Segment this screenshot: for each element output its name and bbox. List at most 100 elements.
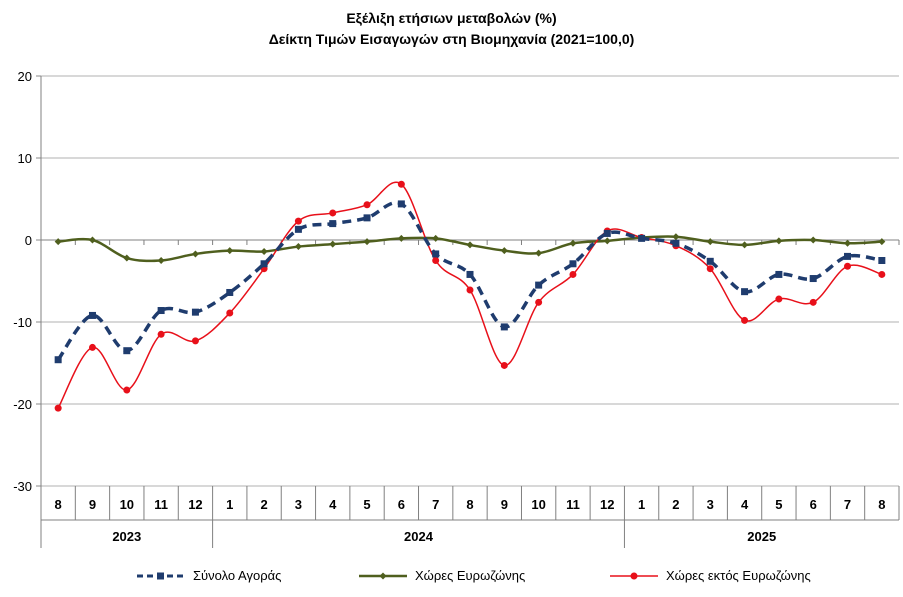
x-tick-label: 10	[120, 497, 134, 512]
x-tick-label: 8	[878, 497, 885, 512]
data-point-eurozone	[603, 237, 611, 245]
legend: Σύνολο Αγοράς Χώρες Ευρωζώνης Χώρες εκτό…	[0, 568, 903, 588]
legend-swatch-total	[137, 572, 185, 579]
data-point-eurozone	[706, 238, 714, 246]
data-point-non-eurozone	[432, 257, 440, 264]
data-point-eurozone	[844, 239, 852, 247]
chart-title-line: Εξέλιξη ετήσιων μεταβολών (%)	[346, 10, 557, 26]
x-tick-label: 2	[260, 497, 267, 512]
x-tick-label: 3	[707, 497, 714, 512]
x-tick-label: 9	[89, 497, 96, 512]
data-point-total	[363, 214, 371, 222]
data-point-total	[638, 234, 646, 242]
data-point-eurozone	[191, 250, 199, 258]
data-point-total	[741, 288, 749, 296]
legend-swatch-non-eurozone	[610, 572, 658, 579]
data-point-total	[500, 323, 508, 331]
data-point-total	[844, 252, 852, 260]
chart-subtitle-line: Δείκτη Τιμών Εισαγωγών στη Βιομηχανία (2…	[268, 31, 635, 47]
data-point-eurozone	[878, 238, 886, 246]
x-tick-label: 1	[638, 497, 645, 512]
data-point-total	[672, 239, 680, 247]
data-point-total	[466, 270, 474, 278]
data-point-non-eurozone	[466, 286, 474, 294]
x-tick-label: 2	[672, 497, 679, 512]
y-tick-label: -20	[13, 397, 32, 412]
x-tick-label: 9	[501, 497, 508, 512]
y-tick-label: -30	[13, 479, 32, 494]
chart-title: Εξέλιξη ετήσιων μεταβολών (%) Δείκτη Τιμ…	[0, 8, 903, 50]
data-point-total	[432, 250, 440, 258]
data-point-eurozone	[672, 233, 680, 241]
data-point-total	[191, 308, 199, 316]
data-point-non-eurozone	[397, 180, 405, 188]
data-point-eurozone	[809, 236, 817, 244]
data-point-non-eurozone	[54, 404, 62, 412]
data-point-total	[260, 260, 268, 268]
legend-label-eurozone: Χώρες Ευρωζώνης	[415, 568, 526, 583]
data-point-total	[535, 281, 543, 289]
x-tick-label: 10	[531, 497, 545, 512]
x-tick-label: 8	[55, 497, 62, 512]
data-point-eurozone	[569, 239, 577, 247]
x-tick-label: 5	[363, 497, 370, 512]
year-label: 2024	[404, 529, 434, 544]
data-point-eurozone	[466, 241, 474, 249]
data-point-total	[706, 257, 714, 265]
data-point-total	[294, 225, 302, 233]
x-tick-label: 3	[295, 497, 302, 512]
legend-swatch-eurozone	[359, 572, 407, 579]
data-point-eurozone	[363, 238, 371, 246]
data-point-eurozone	[397, 234, 405, 242]
data-point-non-eurozone	[88, 343, 96, 351]
data-point-eurozone	[226, 247, 234, 255]
data-point-total	[123, 347, 131, 355]
x-tick-label: 6	[810, 497, 817, 512]
data-point-non-eurozone	[809, 298, 817, 306]
data-point-eurozone	[88, 236, 96, 244]
x-tick-label: 11	[154, 497, 168, 512]
data-point-non-eurozone	[535, 298, 543, 306]
data-point-non-eurozone	[226, 309, 234, 317]
data-point-total	[569, 260, 577, 268]
x-tick-label: 1	[226, 497, 233, 512]
data-point-total	[88, 311, 96, 319]
data-point-eurozone	[260, 247, 268, 255]
data-point-non-eurozone	[844, 262, 852, 270]
x-tick-label: 7	[844, 497, 851, 512]
data-point-total	[397, 200, 405, 208]
data-point-total	[54, 356, 62, 364]
year-label: 2025	[747, 529, 776, 544]
data-point-non-eurozone	[157, 330, 165, 338]
data-point-non-eurozone	[123, 386, 131, 394]
data-point-total	[603, 229, 611, 237]
data-point-eurozone	[157, 257, 165, 264]
x-tick-label: 11	[566, 497, 580, 512]
y-tick-label: 0	[25, 233, 32, 248]
data-point-eurozone	[775, 237, 783, 245]
x-tick-label: 4	[741, 497, 749, 512]
data-point-non-eurozone	[741, 316, 749, 324]
y-tick-label: 20	[18, 69, 32, 84]
y-tick-label: -10	[13, 315, 32, 330]
data-point-total	[226, 288, 234, 296]
data-point-eurozone	[123, 254, 131, 262]
data-point-total	[775, 270, 783, 278]
data-point-eurozone	[54, 238, 62, 246]
legend-label-total: Σύνολο Αγοράς	[193, 568, 282, 583]
data-point-non-eurozone	[191, 337, 199, 345]
y-tick-label: 10	[18, 151, 32, 166]
data-point-total	[157, 307, 165, 315]
data-point-non-eurozone	[500, 361, 508, 369]
data-point-eurozone	[500, 247, 508, 255]
x-tick-label: 8	[466, 497, 473, 512]
x-tick-label: 7	[432, 497, 439, 512]
data-point-non-eurozone	[878, 270, 886, 278]
x-tick-label: 12	[188, 497, 202, 512]
data-point-non-eurozone	[363, 201, 371, 209]
data-point-non-eurozone	[294, 217, 302, 225]
data-point-total	[878, 257, 886, 264]
data-point-eurozone	[294, 243, 302, 251]
legend-item-total: Σύνολο Αγοράς	[135, 568, 281, 583]
